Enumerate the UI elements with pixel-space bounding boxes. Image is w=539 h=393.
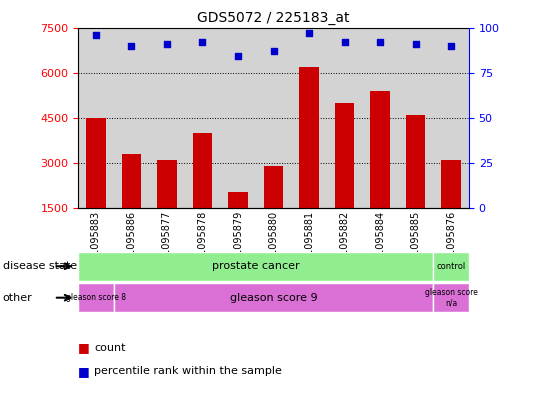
Text: gleason score 9: gleason score 9	[230, 293, 317, 303]
Text: control: control	[437, 262, 466, 271]
Point	[411, 40, 420, 47]
Bar	[157, 160, 177, 208]
Point	[340, 39, 349, 45]
Point	[270, 48, 278, 54]
Bar	[228, 192, 248, 208]
Point	[234, 53, 243, 60]
Text: prostate cancer: prostate cancer	[212, 261, 300, 271]
Bar	[335, 103, 354, 208]
Text: ■: ■	[78, 341, 90, 354]
Bar	[370, 91, 390, 208]
Bar	[86, 118, 106, 208]
Bar	[264, 166, 284, 208]
Bar	[299, 67, 319, 208]
Bar	[122, 154, 141, 208]
Bar	[193, 133, 212, 208]
Text: percentile rank within the sample: percentile rank within the sample	[94, 366, 282, 376]
Text: gleason score
n/a: gleason score n/a	[425, 288, 478, 307]
Text: other: other	[3, 293, 32, 303]
Bar	[433, 283, 469, 312]
Text: count: count	[94, 343, 126, 353]
Bar	[406, 115, 425, 208]
Text: gleason score 8: gleason score 8	[66, 293, 126, 302]
Title: GDS5072 / 225183_at: GDS5072 / 225183_at	[197, 11, 350, 25]
Bar	[78, 283, 114, 312]
Point	[92, 31, 100, 38]
Point	[447, 42, 455, 49]
Point	[198, 39, 207, 45]
Point	[127, 42, 136, 49]
Bar	[441, 160, 461, 208]
Bar	[114, 283, 433, 312]
Point	[376, 39, 384, 45]
Text: ■: ■	[78, 365, 90, 378]
Text: disease state: disease state	[3, 261, 77, 271]
Point	[305, 30, 313, 36]
Point	[163, 40, 171, 47]
Bar	[433, 252, 469, 281]
